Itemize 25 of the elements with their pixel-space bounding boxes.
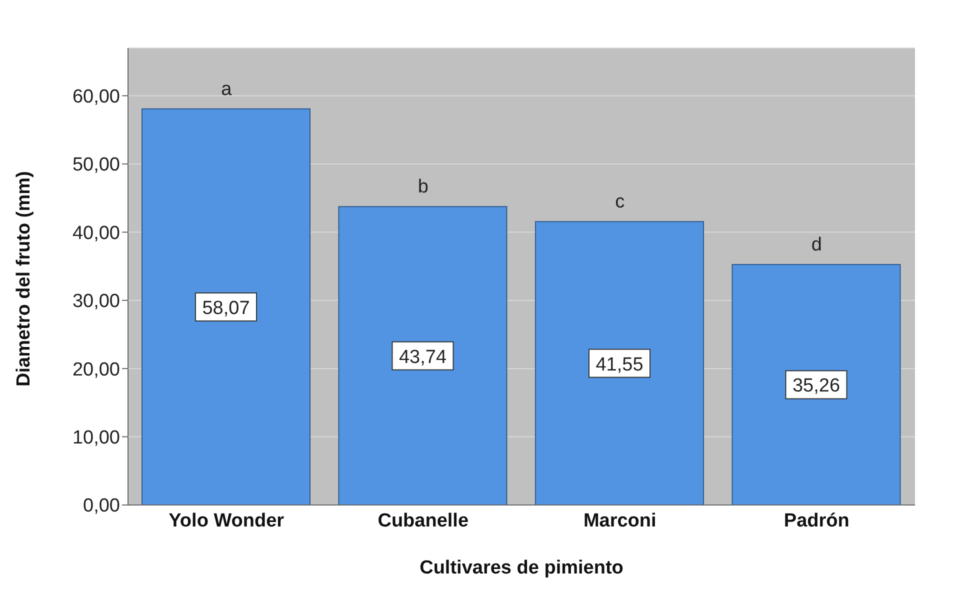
bar — [142, 108, 310, 505]
annotation: c — [615, 192, 625, 213]
x-axis-title: Cultivares de pimiento — [420, 557, 624, 578]
y-tick-label: 30,00 — [72, 291, 120, 312]
x-tick-label: Cubanelle — [378, 510, 469, 532]
annotation: d — [811, 234, 822, 256]
x-tick-label: Marconi — [583, 510, 656, 532]
annotation: a — [221, 78, 232, 100]
bar — [535, 221, 704, 505]
y-tick-label: 10,00 — [72, 428, 120, 449]
y-tick-label: 40,00 — [72, 222, 120, 244]
data-label: 43,74 — [398, 346, 447, 368]
y-axis-title: Diametro del fruto (mm) — [14, 171, 35, 386]
y-tick-label: 50,00 — [72, 154, 120, 176]
y-tick-label: 20,00 — [72, 359, 120, 380]
y-tick-label: 60,00 — [72, 86, 120, 108]
x-tick-label: Yolo Wonder — [168, 510, 285, 532]
data-label: 35,26 — [792, 376, 840, 397]
y-tick-label: 0,00 — [83, 496, 120, 517]
annotation: b — [418, 176, 428, 198]
bar — [732, 264, 901, 505]
bar — [338, 206, 508, 505]
data-label: 58,07 — [202, 298, 250, 319]
x-tick-label: Padrón — [784, 510, 850, 532]
data-label: 41,55 — [596, 354, 644, 376]
